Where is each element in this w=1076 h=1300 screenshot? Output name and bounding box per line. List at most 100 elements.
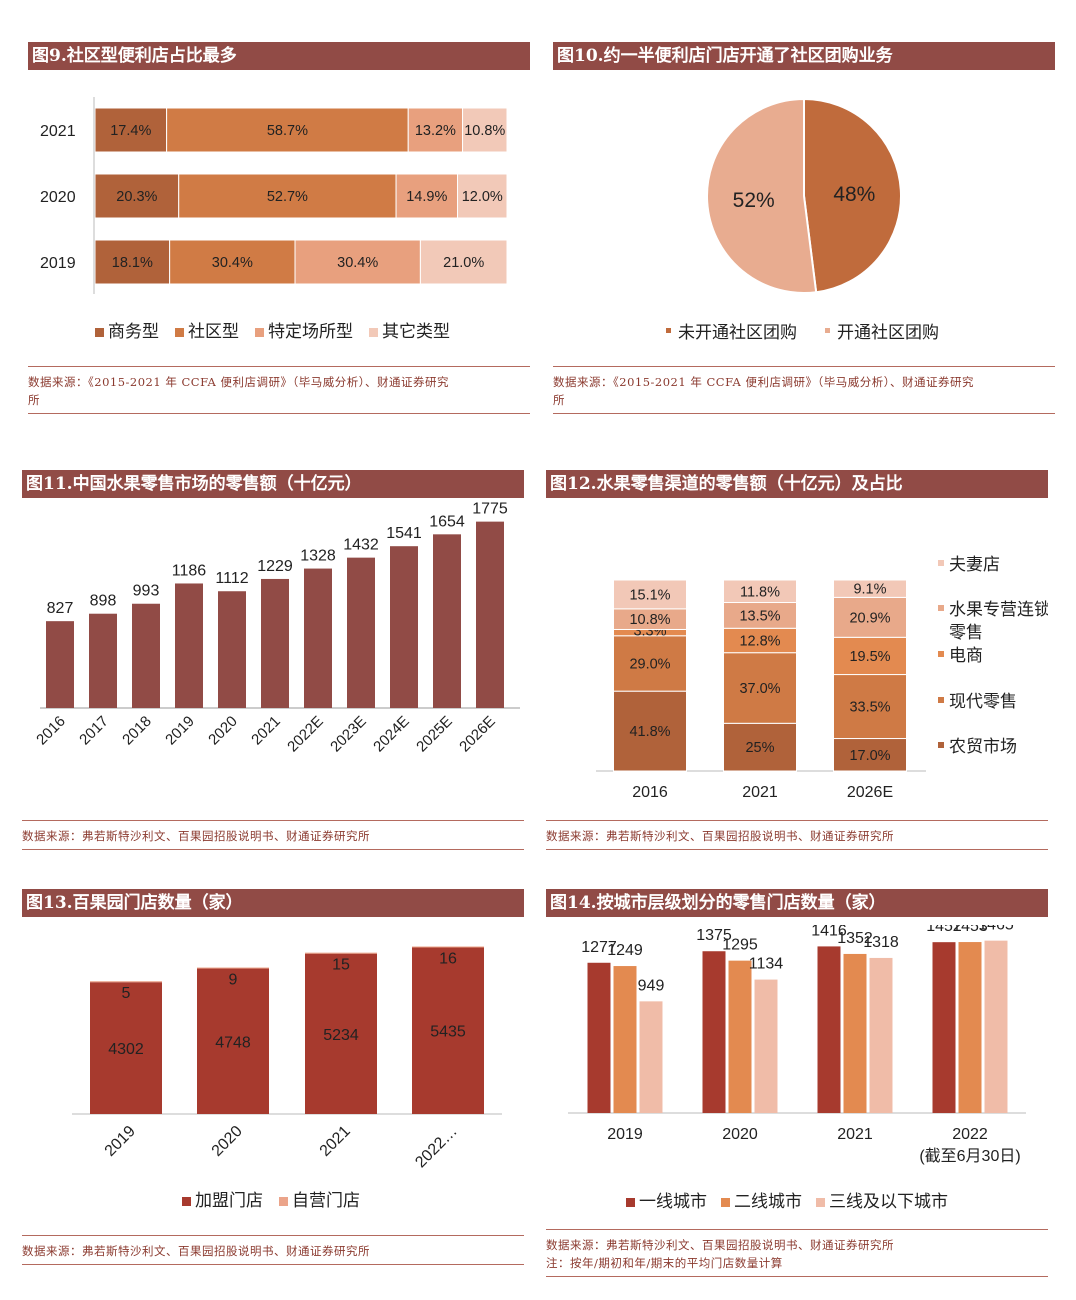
fig12-legend-swatch-0 [938, 560, 944, 566]
fig12-bar-1-1 [723, 652, 797, 724]
fig11-data-label-7: 1432 [343, 537, 379, 554]
fig10-legend-swatch-1 [825, 328, 830, 333]
fig11-category-label-10: 2026E [456, 713, 499, 756]
fig12-bar-0-1 [613, 635, 687, 692]
fig9-category-label-2: 2019 [40, 255, 76, 272]
fig14-category-label-3-sub: (截至6月30日) [919, 1147, 1020, 1165]
fig14-legend-swatch-2 [816, 1198, 825, 1207]
fig14-legend-label-0: 一线城市 [639, 1192, 707, 1211]
fig13-data-label-self-3: 16 [439, 950, 457, 967]
fig14-bar-1-0 [702, 951, 726, 1113]
fig9-legend-label-2: 特定场所型 [268, 322, 353, 341]
fig11-category-label-5: 2021 [248, 713, 284, 749]
fig11-data-label-1: 898 [90, 593, 117, 610]
fig12-category-label-1: 2021 [742, 784, 778, 801]
fig11-bar-1 [89, 613, 117, 708]
fig9-data-label-2-2: 30.4% [337, 255, 378, 271]
fig14-data-label-2-1: 1352 [837, 930, 873, 947]
fig14-source-line1: 数据来源：弗若斯特沙利文、百果园招股说明书、财通证券研究所 [546, 1238, 894, 1252]
fig14-bar-3-0 [932, 942, 956, 1113]
fig12-bar-2-0 [833, 738, 907, 772]
fig9-data-label-1-3: 12.0% [462, 189, 503, 205]
fig12-bar-2-4 [833, 579, 907, 598]
fig9-source: 数据来源：《2015-2021 年 CCFA 便利店调研》（毕马威分析）、财通证… [28, 366, 530, 414]
fig11-category-label-4: 2020 [205, 713, 241, 749]
fig13-title: 图13.百果园门店数量（家） [22, 889, 524, 917]
fig12-bar-2-1 [833, 674, 907, 740]
fig13-category-label-2: 2021 [317, 1123, 354, 1160]
fig13-data-label-franchise-2: 5234 [323, 1027, 359, 1044]
fig13-bar-franchise-1 [197, 968, 269, 1114]
fig9-bar-0-1 [166, 107, 409, 153]
fig14-data-label-0-2: 949 [638, 977, 665, 994]
fig11-data-label-6: 1328 [300, 548, 336, 565]
fig14-category-label-3: 2022 [952, 1126, 988, 1143]
fig13-bar-franchise-2 [305, 953, 377, 1114]
fig12-legend-swatch-3 [938, 697, 944, 703]
fig14-data-label-1-1: 1295 [722, 937, 758, 954]
fig10-slice-1 [706, 97, 818, 294]
fig12-legend-swatch-1 [938, 605, 944, 611]
panel-fig12: 图12.水果零售渠道的零售额（十亿元）及占比 41.8% 29.0% 3.3% 10.… [546, 470, 1048, 856]
fig13-legend-label-1: 自营门店 [292, 1191, 360, 1210]
fig10-legend-swatch-0 [666, 328, 671, 333]
fig14-bar-0-0 [587, 962, 611, 1113]
fig9-bar-1-1 [178, 173, 397, 219]
fig9-source-line1: 数据来源：《2015-2021 年 CCFA 便利店调研》（毕马威分析）、财通证… [28, 375, 450, 389]
fig13-bar-self-2 [305, 952, 377, 954]
fig13-bar-self-1 [197, 967, 269, 969]
fig11-chart: 827 2016 898 2017 993 2018 1186 2019 1112 2020 122… [33, 501, 520, 756]
fig9-bar-2-3 [419, 239, 508, 285]
fig11-data-label-10: 1775 [472, 501, 508, 518]
fig9-legend-swatch-0 [95, 328, 104, 337]
fig12-source: 数据来源：弗若斯特沙利文、百果园招股说明书、财通证券研究所 [546, 820, 1048, 850]
fig13-data-label-self-2: 15 [332, 957, 350, 974]
fig14-bar-1-1 [728, 960, 752, 1113]
fig13-bar-self-3 [412, 946, 484, 948]
fig11-category-label-1: 2017 [76, 713, 112, 749]
fig9-bar-0-3 [462, 107, 508, 153]
fig12-bar-2-2 [833, 636, 907, 676]
fig14-category-label-1: 2020 [722, 1126, 758, 1143]
fig9-bar-2-0 [94, 239, 171, 285]
fig9-legend-label-0: 商务型 [108, 322, 159, 341]
fig9-data-label-1-0: 20.3% [116, 189, 157, 205]
fig10-title: 图10.约一半便利店门店开通了社区团购业务 [553, 42, 1055, 70]
fig12-legend-label-4: 农贸市场 [949, 737, 1017, 756]
fig12-legend-swatch-4 [938, 742, 944, 748]
fig14-bar-0-1 [613, 966, 637, 1113]
fig12-data-label-2-1: 33.5% [849, 700, 890, 716]
fig12-bar-0-4 [613, 579, 687, 610]
fig9-source-line2: 所 [28, 393, 40, 407]
fig10-legend-label-0: 未开通社区团购 [678, 323, 797, 342]
fig14-data-label-0-0: 1277 [581, 939, 617, 956]
fig12-data-label-2-4: 9.1% [853, 582, 886, 598]
fig13-category-label-3: 2022… [412, 1123, 461, 1172]
panel-fig10: 图10.约一半便利店门店开通了社区团购业务 48% 52% 未开通社区团购 开通社区团… [553, 42, 1055, 414]
fig11-data-label-4: 1112 [215, 570, 248, 587]
fig14-bar-2-1 [843, 953, 867, 1113]
fig11-category-label-3: 2019 [162, 713, 198, 749]
fig13-bar-franchise-0 [90, 982, 162, 1114]
fig14-data-label-1-0: 1375 [696, 927, 732, 944]
fig13-bar-franchise-3 [412, 947, 484, 1114]
fig9-data-label-0-0: 17.4% [110, 123, 151, 139]
fig9-title: 图9.社区型便利店占比最多 [28, 42, 530, 70]
fig10-chart: 48% 52% 未开通社区团购 开通社区团购 [666, 97, 939, 342]
fig11-data-label-9: 1654 [429, 513, 465, 530]
fig14-data-label-2-0: 1416 [811, 925, 847, 939]
fig9-bar-0-2 [407, 107, 464, 153]
fig9-bar-2-1 [169, 239, 296, 285]
fig10-source-line1: 数据来源：《2015-2021 年 CCFA 便利店调研》（毕马威分析）、财通证… [553, 375, 975, 389]
fig10-source-line2: 所 [553, 393, 565, 407]
fig14-bar-1-2 [754, 979, 778, 1113]
fig9-data-label-0-1: 58.7% [267, 123, 308, 139]
panel-fig9: 图9.社区型便利店占比最多 2021 17.4% 58.7% 13.2% 10.8% 20… [28, 42, 530, 414]
fig9-bar-2-2 [294, 239, 421, 285]
fig14-bar-2-2 [869, 957, 893, 1113]
fig11-bar-9 [433, 534, 461, 708]
fig11-source-line1: 数据来源：弗若斯特沙利文、百果园招股说明书、财通证券研究所 [22, 829, 370, 843]
fig11-category-label-0: 2016 [33, 713, 69, 749]
fig9-data-label-0-3: 10.8% [464, 123, 505, 139]
fig11-bar-3 [175, 583, 203, 708]
